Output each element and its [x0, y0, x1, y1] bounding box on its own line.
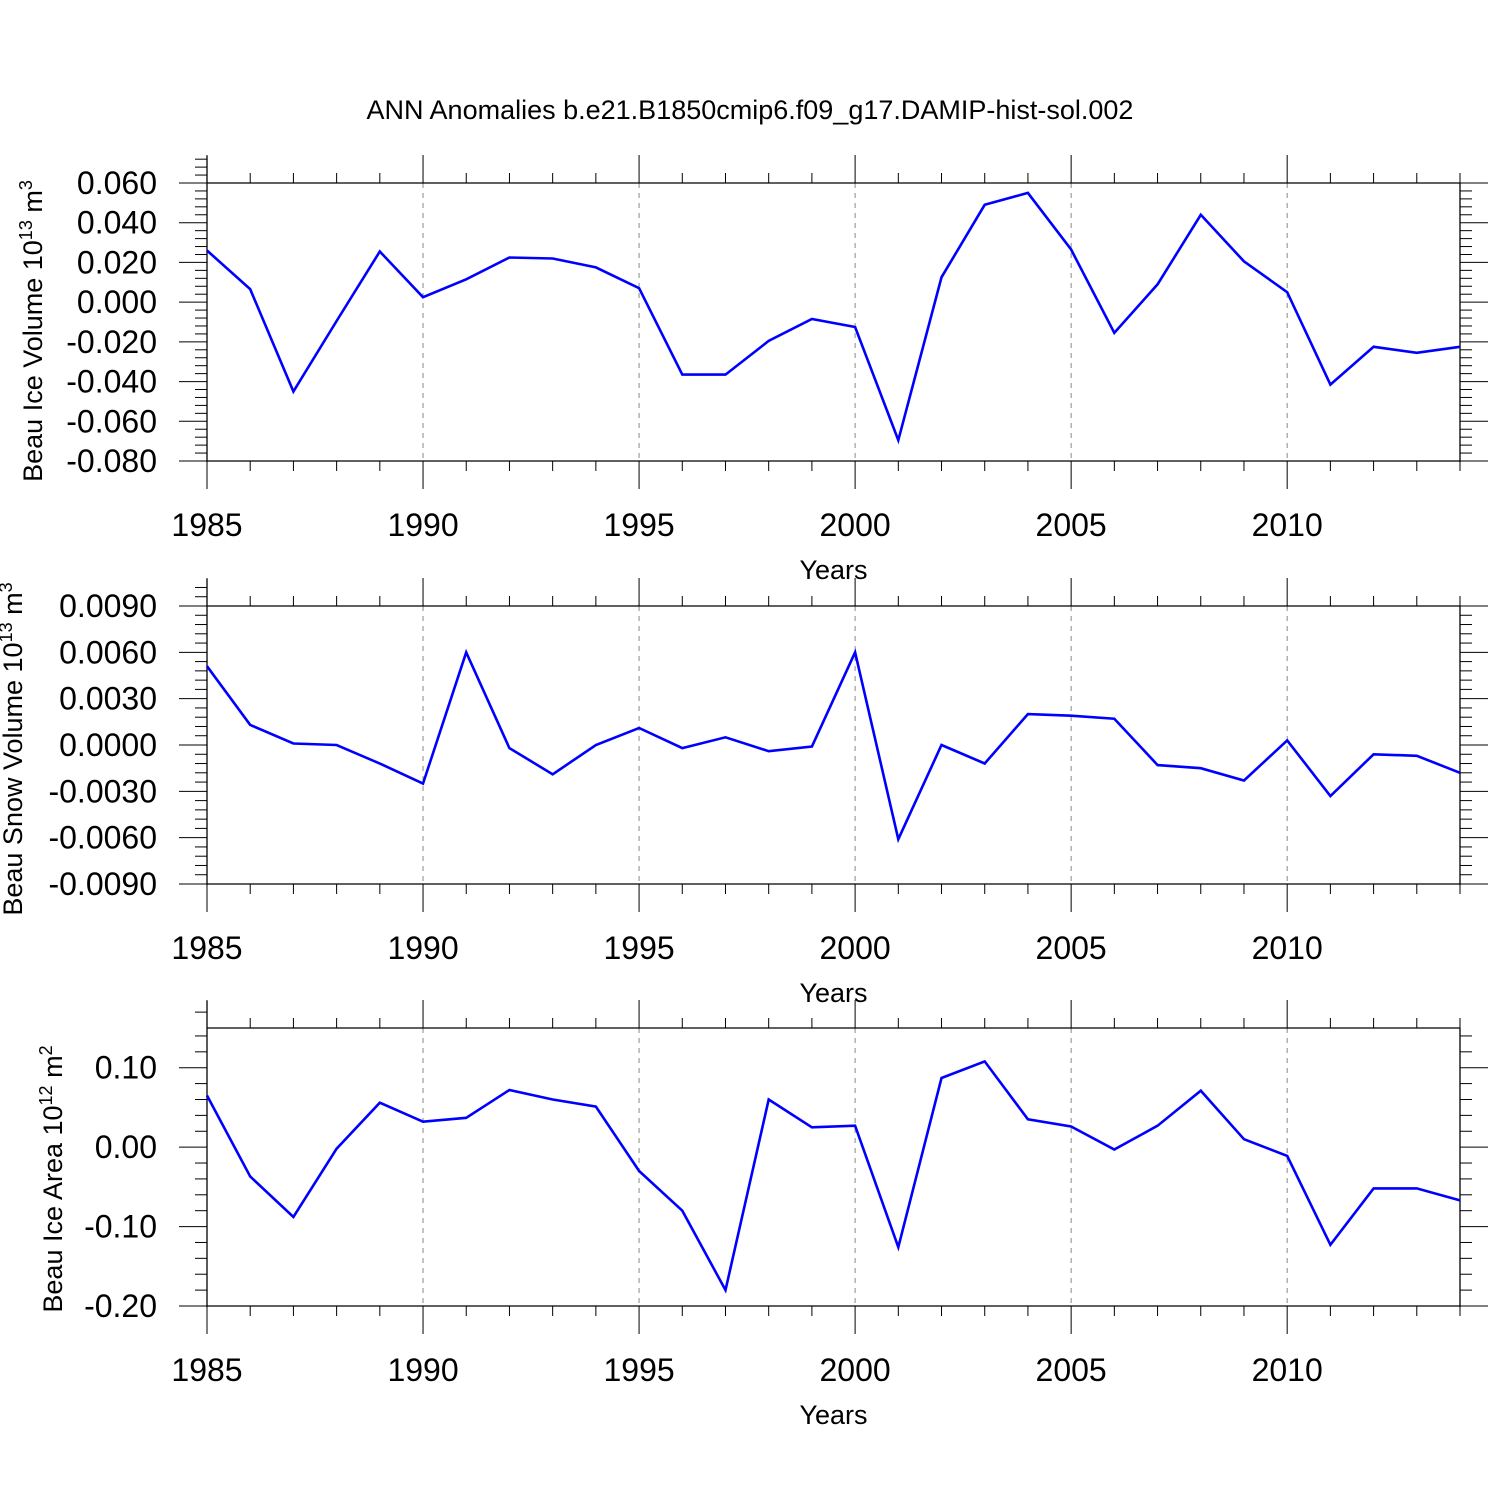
- panel-2: -0.0090 -0.0060 -0.0030 0.0000 0.0030 0.0060 0…: [0, 578, 1488, 1008]
- x-axis-label: Years: [799, 1400, 867, 1430]
- y-tick-label: -0.20: [84, 1288, 157, 1324]
- y-tick-label: -0.060: [66, 403, 157, 439]
- chart-title: ANN Anomalies b.e21.B1850cmip6.f09_g17.D…: [367, 95, 1134, 125]
- x-tick-label: 1985: [171, 507, 242, 543]
- x-tick-label: 1990: [387, 1352, 458, 1388]
- y-tick-label: 0.040: [77, 205, 157, 241]
- x-tick-label: 1995: [603, 930, 674, 966]
- x-tick-label: 2005: [1036, 1352, 1107, 1388]
- y-axis-label: Beau Ice Volume 1013 m3: [16, 180, 48, 482]
- x-tick-label: 2010: [1252, 507, 1323, 543]
- y-tick-label: 0.060: [77, 165, 157, 201]
- series-line: [206, 191, 1461, 445]
- y-tick-label: 0.00: [95, 1129, 157, 1165]
- x-axis-label: Years: [799, 978, 867, 1008]
- y-axis-label: Beau Ice Area 1012 m2: [36, 1045, 68, 1312]
- x-tick-label: 2010: [1252, 930, 1323, 966]
- y-tick-label: 0.10: [95, 1050, 157, 1086]
- y-axis-label: Beau Snow Volume 1013 m3: [0, 582, 28, 915]
- x-tick-label: 2010: [1252, 1352, 1323, 1388]
- y-tick-label: -0.10: [84, 1209, 157, 1245]
- y-tick-label: 0.020: [77, 244, 157, 280]
- y-tick-label: -0.0090: [48, 866, 157, 902]
- x-tick-label: 2000: [820, 930, 891, 966]
- y-tick-label: 0.000: [77, 284, 157, 320]
- x-tick-label: 2000: [820, 1352, 891, 1388]
- x-tick-label: 1985: [171, 930, 242, 966]
- x-tick-label: 1990: [387, 507, 458, 543]
- x-tick-label: 1995: [603, 507, 674, 543]
- x-tick-label: 2000: [820, 507, 891, 543]
- y-tick-label: -0.040: [66, 364, 157, 400]
- y-tick-label: 0.0000: [59, 727, 157, 763]
- x-tick-label: 1985: [171, 1352, 242, 1388]
- y-tick-label: -0.0030: [48, 773, 157, 809]
- y-tick-label: 0.0030: [59, 681, 157, 717]
- x-tick-label: 1990: [387, 930, 458, 966]
- y-tick-label: -0.0060: [48, 820, 157, 856]
- series-line: [205, 1059, 1461, 1294]
- x-tick-label: 2005: [1036, 930, 1107, 966]
- y-tick-label: -0.080: [66, 443, 157, 479]
- y-tick-label: -0.020: [66, 324, 157, 360]
- y-tick-label: 0.0060: [59, 634, 157, 670]
- panel-3: -0.20 -0.10 0.00 0.10 1985 1990 1995 2000 2005 20…: [36, 1000, 1488, 1430]
- x-axis-label: Years: [799, 555, 867, 585]
- series-line: [205, 648, 1461, 844]
- x-tick-label: 2005: [1036, 507, 1107, 543]
- y-tick-label: 0.0090: [59, 588, 157, 624]
- x-tick-label: 1995: [603, 1352, 674, 1388]
